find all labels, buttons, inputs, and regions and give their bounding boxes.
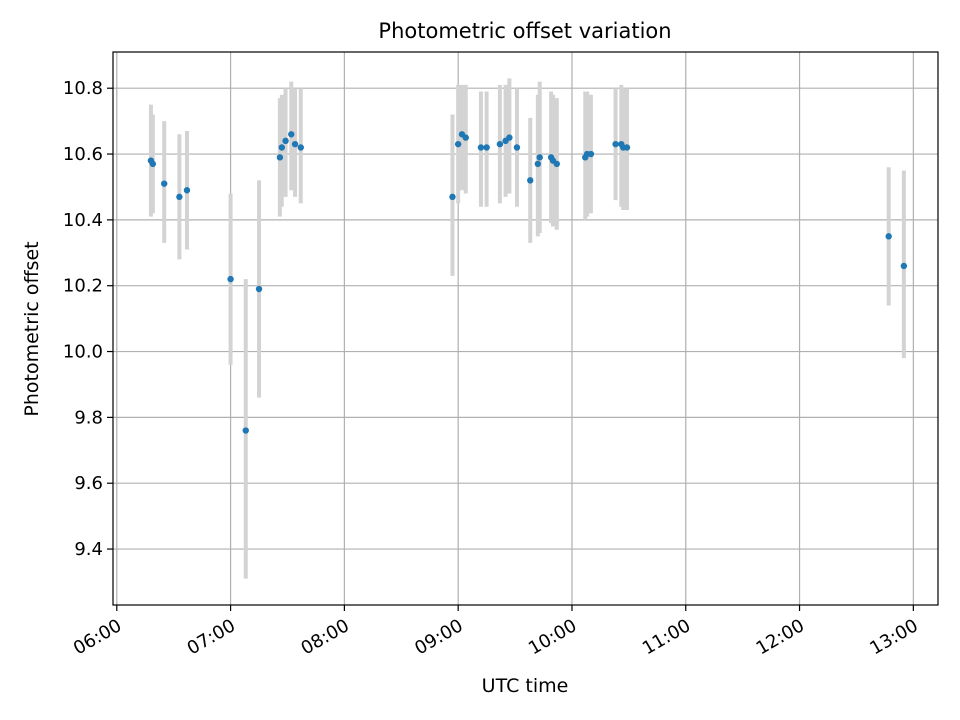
plot-frame — [112, 51, 939, 606]
data-point — [587, 150, 595, 158]
y-axis-label: Photometric offset — [21, 241, 43, 416]
data-point — [527, 177, 534, 184]
data-point — [506, 134, 513, 141]
data-point — [291, 140, 299, 148]
y-tick-label: 9.8 — [74, 407, 103, 428]
data-point — [227, 275, 234, 283]
data-point — [483, 144, 490, 151]
data-points — [147, 131, 908, 434]
y-tick-label: 9.6 — [74, 473, 103, 494]
data-point — [623, 144, 631, 151]
y-tick-label: 10.6 — [63, 144, 103, 165]
data-point — [288, 131, 295, 138]
data-point — [276, 154, 284, 161]
data-point — [183, 187, 191, 194]
data-point — [612, 140, 619, 148]
data-point — [900, 262, 908, 270]
data-point — [536, 154, 543, 161]
data-point — [454, 140, 462, 148]
data-point — [462, 134, 469, 141]
y-tick-label: 10.8 — [63, 78, 103, 99]
data-point — [176, 193, 183, 201]
data-point — [255, 285, 263, 293]
data-point — [242, 427, 249, 434]
data-point — [477, 144, 485, 151]
data-point — [553, 160, 560, 168]
data-point — [513, 144, 521, 151]
y-axis-ticks: 9.4 9.6 9.8 10.0 10.2 10.4 10.6 10.8 — [63, 78, 113, 560]
data-point — [149, 160, 157, 168]
data-point — [534, 160, 542, 168]
y-tick-label: 10.2 — [63, 276, 103, 297]
chart-title: Photometric offset variation — [378, 19, 671, 43]
data-point — [885, 233, 892, 240]
x-axis-label: UTC time — [482, 675, 569, 697]
y-tick-label: 9.4 — [74, 539, 103, 560]
data-point — [496, 140, 504, 148]
data-point — [449, 193, 456, 201]
data-point — [297, 144, 304, 151]
data-point — [282, 137, 289, 145]
grid — [113, 52, 938, 605]
y-tick-label: 10.0 — [63, 342, 103, 363]
y-tick-label: 10.4 — [63, 210, 103, 231]
data-point — [161, 180, 168, 187]
data-point — [278, 144, 285, 151]
